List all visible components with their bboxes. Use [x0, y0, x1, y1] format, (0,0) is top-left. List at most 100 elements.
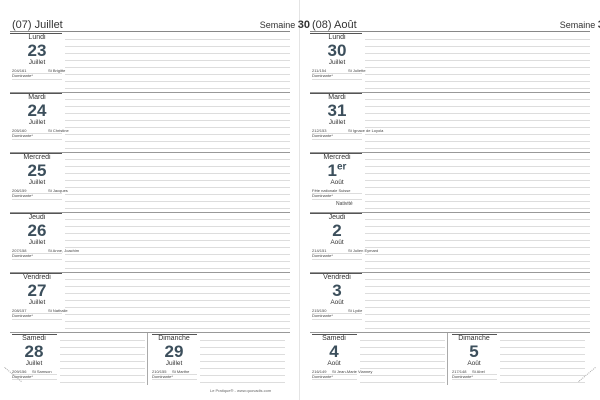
rule-line — [10, 93, 62, 94]
rule-line — [10, 212, 290, 213]
rule-line — [365, 74, 590, 75]
saint: St Marthe — [172, 369, 190, 374]
rule-line — [12, 313, 62, 314]
rule-line — [10, 272, 290, 273]
rule-line — [365, 233, 590, 234]
day-info: 210/155 — [152, 369, 167, 374]
field-label: Dominante* — [312, 313, 333, 318]
day-number: 26 — [27, 221, 47, 240]
rule-line — [12, 379, 57, 380]
day-name: Mardi — [28, 94, 46, 101]
rule-line — [60, 361, 145, 362]
day-name: Dimanche — [158, 335, 190, 342]
rule-line — [365, 226, 590, 227]
rule-line — [65, 286, 290, 287]
saint: St Samson — [32, 369, 52, 374]
rule-line — [65, 60, 290, 61]
day-month: Août — [327, 360, 341, 367]
rule-line — [365, 106, 590, 107]
day-name: Samedi — [22, 335, 46, 342]
day-info: 206/159 — [12, 188, 27, 193]
rule-line — [65, 321, 290, 322]
rule-line — [65, 141, 290, 142]
rule-line — [65, 208, 290, 209]
rule-line — [65, 226, 290, 227]
day-name: Vendredi — [23, 274, 51, 281]
month-title: (07) Juillet — [12, 19, 63, 31]
day-number: 24 — [27, 101, 47, 120]
rule-line — [65, 99, 290, 100]
day-info: 217/148 — [452, 369, 467, 374]
field-label: Dominante* — [12, 313, 33, 318]
rule-line — [365, 293, 590, 294]
rule-line — [365, 279, 590, 280]
day-info: 209/156 — [12, 369, 27, 374]
saint: St Jacques — [48, 188, 68, 193]
rule-line — [65, 46, 290, 47]
rule-line — [310, 153, 362, 154]
rule-line — [65, 106, 290, 107]
rule-line — [365, 268, 590, 269]
rule-line — [10, 33, 62, 34]
day-number: 30 — [327, 41, 347, 60]
day-month: Juillet — [28, 239, 46, 246]
rule-line — [65, 194, 290, 195]
rule-line — [365, 219, 590, 220]
field-label: Dominante* — [12, 193, 33, 198]
rule-line — [65, 88, 290, 89]
field-label: Dominante* — [12, 253, 33, 258]
field-label: Dominante* — [312, 374, 333, 379]
day-name: Mardi — [328, 94, 346, 101]
rule-line — [360, 382, 445, 383]
rule-line — [60, 368, 145, 369]
rule-line — [152, 379, 197, 380]
rule-line — [10, 213, 62, 214]
rule-line — [360, 375, 445, 376]
rule-line — [365, 88, 590, 89]
rule-line — [10, 153, 62, 154]
rule-line — [200, 347, 285, 348]
day-month: Août — [330, 239, 344, 246]
rule-line — [65, 293, 290, 294]
rule-line — [365, 148, 590, 149]
rule-line — [452, 334, 497, 335]
rule-line — [500, 347, 585, 348]
field-label: Dominante* — [312, 73, 333, 78]
rule-line — [12, 253, 62, 254]
rule-line — [365, 99, 590, 100]
rule-line — [365, 180, 590, 181]
rule-line — [310, 272, 590, 273]
day-name: Lundi — [328, 34, 346, 41]
rule-line — [312, 334, 357, 335]
rule-line — [500, 354, 585, 355]
rule-line — [365, 261, 590, 262]
week: Semaine 30 — [260, 19, 310, 31]
saint: St Lydie — [348, 308, 363, 313]
day-name: Lundi — [28, 34, 46, 41]
rule-line — [365, 300, 590, 301]
rule-line — [65, 127, 290, 128]
day-name: Jeudi — [28, 214, 46, 221]
rule-line — [365, 141, 590, 142]
week-label: Semaine — [559, 20, 598, 30]
saint: St Abel — [472, 369, 485, 374]
rule-line — [12, 133, 62, 134]
day-month: Août — [330, 299, 344, 306]
day-info: 214/151 — [312, 248, 327, 253]
rule-line — [365, 81, 590, 82]
rule-line — [312, 313, 362, 314]
rule-line — [312, 379, 357, 380]
day-note: Nativité — [336, 201, 353, 207]
rule-line — [65, 328, 290, 329]
rule-line — [60, 340, 145, 341]
rule-line — [65, 134, 290, 135]
rule-line — [65, 81, 290, 82]
day-name: Dimanche — [458, 335, 490, 342]
day-number: 23 — [27, 41, 47, 60]
rule-line — [65, 240, 290, 241]
rule-line — [365, 39, 590, 40]
day-info: 211/154 — [312, 68, 327, 73]
saint: St Julien Eymard — [348, 248, 379, 253]
rule-line — [65, 201, 290, 202]
